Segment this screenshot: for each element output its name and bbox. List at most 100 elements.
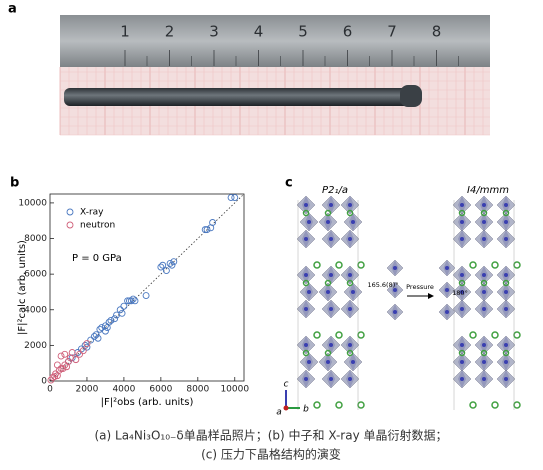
data-point bbox=[142, 292, 150, 299]
x-tick-label: 6000 bbox=[149, 385, 172, 395]
ni-atom bbox=[504, 220, 508, 224]
ni-atom bbox=[351, 290, 355, 294]
ni-atom bbox=[348, 203, 352, 207]
ni-atom bbox=[307, 360, 311, 364]
ruler-number: 4 bbox=[254, 23, 264, 41]
ni-atom bbox=[460, 273, 464, 277]
la-atom bbox=[491, 261, 499, 269]
data-point bbox=[168, 261, 176, 269]
la-atom bbox=[335, 261, 343, 269]
data-point bbox=[157, 263, 165, 271]
data-point bbox=[61, 361, 69, 369]
ruler-number: 3 bbox=[209, 23, 219, 41]
ni-atom bbox=[348, 343, 352, 347]
legend-label: neutron bbox=[80, 221, 115, 231]
x-tick-label: 0 bbox=[47, 385, 53, 395]
axis-label: c bbox=[284, 380, 289, 390]
y-tick-label: 2000 bbox=[24, 341, 47, 351]
la-atom bbox=[502, 209, 510, 217]
y-tick-label: 10000 bbox=[18, 198, 47, 208]
scatter-chart: 0 2000 4000 6000 8000 10000 0 2000 4000 6000 8000 1… bbox=[17, 193, 249, 408]
data-point bbox=[170, 258, 178, 266]
ni-atom bbox=[482, 220, 486, 224]
ni-atom bbox=[304, 343, 308, 347]
ni-atom bbox=[504, 360, 508, 364]
panel-label: b bbox=[10, 176, 19, 191]
data-point bbox=[101, 322, 109, 330]
plot-frame bbox=[49, 193, 245, 382]
ni-atom bbox=[304, 307, 308, 311]
la-atom bbox=[313, 401, 321, 409]
data-point bbox=[203, 226, 211, 234]
ni-atom bbox=[329, 343, 333, 347]
data-point bbox=[131, 297, 139, 305]
data-point bbox=[111, 315, 119, 323]
ni-atom bbox=[329, 237, 333, 241]
la-atom bbox=[469, 331, 477, 339]
la-atom bbox=[346, 349, 354, 357]
panel-label: c bbox=[285, 176, 293, 191]
ni-atom bbox=[504, 343, 508, 347]
y-tick-label: 8000 bbox=[24, 234, 47, 244]
ni-atom bbox=[326, 220, 330, 224]
ni-atom bbox=[329, 203, 333, 207]
data-point bbox=[159, 261, 167, 269]
data-point bbox=[162, 267, 170, 275]
data-point bbox=[59, 365, 67, 372]
ni-atom bbox=[504, 237, 508, 241]
ni-atom bbox=[482, 360, 486, 364]
la-atom bbox=[480, 209, 488, 217]
data-point bbox=[116, 306, 124, 314]
ni-atom bbox=[482, 273, 486, 277]
data-point bbox=[61, 350, 69, 358]
ruler bbox=[60, 15, 490, 67]
ni-atom bbox=[460, 343, 464, 347]
annotation: P = 0 GPa bbox=[72, 253, 122, 264]
ni-atom bbox=[393, 266, 397, 270]
ni-atom bbox=[460, 203, 464, 207]
ruler-numbers: 1 2 3 4 5 6 7 8 bbox=[120, 23, 459, 66]
ni-atom bbox=[304, 273, 308, 277]
data-point bbox=[107, 316, 115, 324]
ni-atom bbox=[460, 360, 464, 364]
angle-label: 180° bbox=[452, 289, 468, 297]
data-point bbox=[55, 366, 63, 374]
phase-label: I4/mmm bbox=[467, 185, 509, 196]
ni-atom bbox=[329, 307, 333, 311]
la-atom bbox=[357, 331, 365, 339]
la-atom bbox=[469, 401, 477, 409]
x-tick-label: 4000 bbox=[112, 385, 135, 395]
data-point bbox=[98, 324, 106, 332]
data-point bbox=[52, 370, 59, 378]
la-atom bbox=[480, 349, 488, 357]
axis-label: b bbox=[303, 405, 309, 415]
caption-line: (a) La₄Ni₃O₁₀₋δ单晶样品照片；(b) 中子和 X-ray 单晶衍射… bbox=[94, 428, 447, 443]
x-tick-label: 8000 bbox=[186, 385, 209, 395]
la-atom bbox=[302, 209, 310, 217]
la-atom bbox=[502, 349, 510, 357]
ni-atom bbox=[307, 220, 311, 224]
la-atom bbox=[324, 279, 332, 287]
data-point bbox=[101, 327, 109, 335]
ruler-number: 6 bbox=[343, 23, 353, 41]
data-point bbox=[83, 343, 91, 351]
ni-atom bbox=[482, 203, 486, 207]
data-point bbox=[94, 334, 102, 342]
x-tick-label: 2000 bbox=[75, 385, 98, 395]
data-point bbox=[83, 340, 91, 348]
ni-atom bbox=[504, 377, 508, 381]
la-atom bbox=[458, 209, 466, 217]
data-point bbox=[87, 336, 95, 344]
ni-atom bbox=[307, 290, 311, 294]
ni-atom bbox=[460, 307, 464, 311]
la-atom bbox=[513, 401, 521, 409]
ni-atom bbox=[393, 310, 397, 314]
legend-marker bbox=[66, 208, 74, 216]
ni-atom bbox=[445, 266, 449, 270]
data-point bbox=[65, 357, 72, 365]
sample-rod bbox=[64, 88, 420, 106]
ni-atom bbox=[348, 307, 352, 311]
ruler-number: 7 bbox=[387, 23, 397, 41]
